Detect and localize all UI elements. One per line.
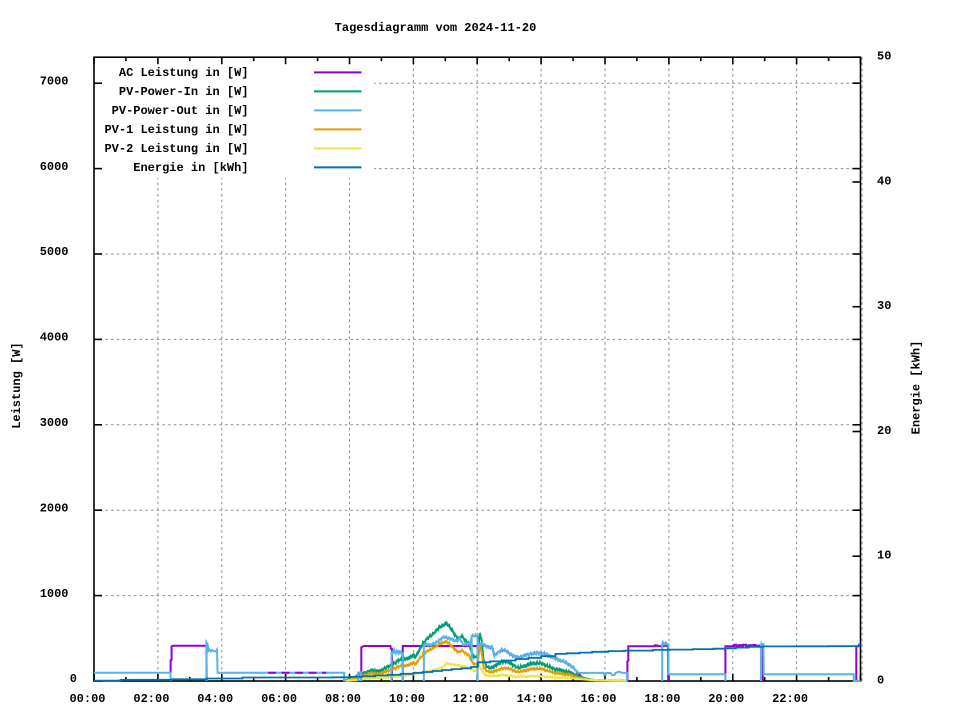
svg-text:6000: 6000 bbox=[40, 160, 69, 174]
svg-text:50: 50 bbox=[877, 50, 891, 64]
svg-text:5000: 5000 bbox=[40, 245, 69, 259]
svg-text:AC Leistung in [W]: AC Leistung in [W] bbox=[119, 66, 249, 80]
svg-text:Energie in [kWh]: Energie in [kWh] bbox=[133, 161, 248, 175]
svg-text:20:00: 20:00 bbox=[708, 692, 744, 706]
svg-text:10: 10 bbox=[877, 549, 891, 563]
svg-text:04:00: 04:00 bbox=[197, 692, 233, 706]
svg-text:00:00: 00:00 bbox=[69, 692, 105, 706]
svg-text:4000: 4000 bbox=[40, 331, 69, 345]
svg-text:Energie [kWh]: Energie [kWh] bbox=[910, 341, 924, 435]
svg-text:2000: 2000 bbox=[40, 501, 69, 515]
svg-text:14:00: 14:00 bbox=[517, 692, 553, 706]
svg-text:20: 20 bbox=[877, 424, 891, 438]
svg-text:22:00: 22:00 bbox=[772, 692, 808, 706]
svg-text:06:00: 06:00 bbox=[261, 692, 297, 706]
svg-text:3000: 3000 bbox=[40, 416, 69, 430]
svg-text:10:00: 10:00 bbox=[389, 692, 425, 706]
svg-text:40: 40 bbox=[877, 175, 891, 189]
svg-text:1000: 1000 bbox=[40, 587, 69, 601]
svg-text:30: 30 bbox=[877, 299, 891, 313]
svg-text:0: 0 bbox=[877, 674, 884, 688]
svg-text:PV-Power-In in [W]: PV-Power-In in [W] bbox=[119, 85, 249, 99]
svg-text:PV-Power-Out in [W]: PV-Power-Out in [W] bbox=[112, 104, 249, 118]
svg-text:Leistung [W]: Leistung [W] bbox=[10, 342, 24, 428]
svg-text:12:00: 12:00 bbox=[453, 692, 489, 706]
svg-text:08:00: 08:00 bbox=[325, 692, 361, 706]
svg-text:7000: 7000 bbox=[40, 74, 69, 88]
svg-text:18:00: 18:00 bbox=[644, 692, 680, 706]
svg-text:PV-2 Leistung in [W]: PV-2 Leistung in [W] bbox=[104, 142, 248, 156]
svg-text:0: 0 bbox=[70, 672, 77, 686]
svg-text:02:00: 02:00 bbox=[133, 692, 169, 706]
svg-text:16:00: 16:00 bbox=[580, 692, 616, 706]
svg-text:Tagesdiagramm vom 2024-11-20: Tagesdiagramm vom 2024-11-20 bbox=[335, 21, 537, 35]
svg-text:PV-1 Leistung in [W]: PV-1 Leistung in [W] bbox=[104, 123, 248, 137]
